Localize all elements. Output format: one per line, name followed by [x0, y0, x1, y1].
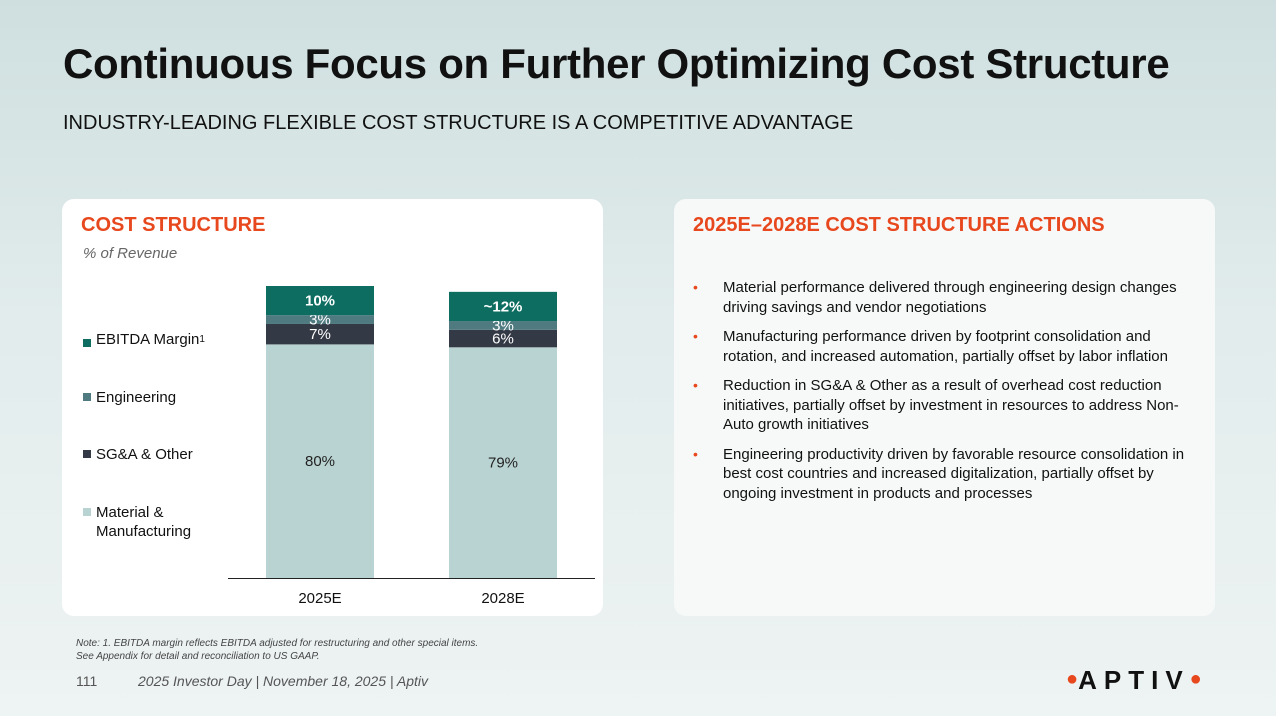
bar-segment: [449, 329, 557, 348]
data-label: 6%: [492, 331, 514, 348]
footnote-marker: 1: [199, 334, 205, 345]
legend-sga-other: SG&A & Other: [83, 445, 193, 464]
cost-actions-list: • Material performance delivered through …: [693, 278, 1203, 513]
legend-swatch: [83, 339, 91, 348]
footnote-line: See Appendix for detail and reconciliati…: [76, 651, 320, 662]
legend-engineering: Engineering: [83, 388, 176, 407]
cost-structure-card: 80% 7% 3% 10% 2025E 79% 6% 3% ~12% 2028E COST STR…: [62, 199, 603, 616]
page-title: Continuous Focus on Further Optimizing C…: [63, 40, 1170, 87]
data-label: 7%: [309, 326, 331, 343]
x-tick-label: 2028E: [481, 590, 524, 607]
list-item: • Material performance delivered through …: [693, 278, 1203, 317]
aptiv-logo: ●APTIV●: [1066, 665, 1202, 696]
data-label: 3%: [492, 317, 514, 334]
list-item: • Reduction in SG&A & Other as a result o…: [693, 376, 1203, 435]
legend-label: SG&A & Other: [96, 446, 193, 463]
bar-segment: [266, 344, 374, 578]
logo-text: APTIV: [1078, 665, 1190, 695]
list-item-text: Material performance delivered through e…: [723, 279, 1177, 316]
list-item-text: Manufacturing performance driven by foot…: [723, 328, 1168, 365]
data-label: 80%: [305, 453, 335, 470]
legend-swatch: [83, 508, 91, 517]
list-item: • Manufacturing performance driven by foo…: [693, 327, 1203, 366]
cost-structure-title: COST STRUCTURE: [81, 214, 266, 236]
bar-segment: [449, 347, 557, 578]
bar-segment: [449, 321, 557, 330]
list-item-text: Reduction in SG&A & Other as a result of…: [723, 377, 1179, 433]
logo-dot-icon: ●: [1066, 668, 1079, 690]
x-tick-label: 2025E: [298, 590, 341, 607]
cost-actions-card: 2025E–2028E COST STRUCTURE ACTIONS • Mate…: [674, 199, 1215, 616]
page-number: 111: [76, 673, 98, 689]
footnote: Note: 1. EBITDA margin reflects EBITDA a…: [76, 637, 478, 663]
bullet-icon: •: [693, 445, 698, 462]
logo-dot-icon: ●: [1189, 668, 1202, 690]
bullet-icon: •: [693, 279, 698, 295]
legend-label: EBITDA Margin: [96, 331, 200, 348]
footnote-line: Note: 1. EBITDA margin reflects EBITDA a…: [76, 638, 479, 649]
legend-ebitda-margin: EBITDA Margin1: [83, 330, 205, 353]
bar-segment: [449, 291, 557, 322]
cost-actions-title: 2025E–2028E COST STRUCTURE ACTIONS: [693, 214, 1105, 236]
bullet-icon: •: [693, 377, 698, 393]
data-label: 3%: [309, 312, 331, 329]
data-label: ~12%: [484, 298, 523, 315]
chart-unit-label: % of Revenue: [83, 245, 178, 262]
bar-segment: [266, 286, 374, 316]
legend-swatch: [83, 393, 91, 402]
bar-segment: [266, 323, 374, 345]
data-label: 10%: [305, 293, 335, 310]
page-subtitle: INDUSTRY-LEADING FLEXIBLE COST STRUCTURE…: [63, 112, 854, 134]
list-item: • Engineering productivity driven by favo…: [693, 445, 1203, 504]
legend-swatch: [83, 450, 91, 459]
data-label: 79%: [488, 455, 518, 472]
legend-label: Engineering: [96, 389, 177, 406]
list-item-text: Engineering productivity driven by favor…: [723, 445, 1185, 502]
legend-label: Material & Manufacturing: [96, 504, 192, 540]
legend-material-manufacturing: Material & Manufacturing: [83, 503, 191, 541]
bar-segment: [266, 315, 374, 324]
bullet-icon: •: [693, 328, 698, 344]
footer-event: 2025 Investor Day | November 18, 2025 | …: [138, 673, 429, 689]
